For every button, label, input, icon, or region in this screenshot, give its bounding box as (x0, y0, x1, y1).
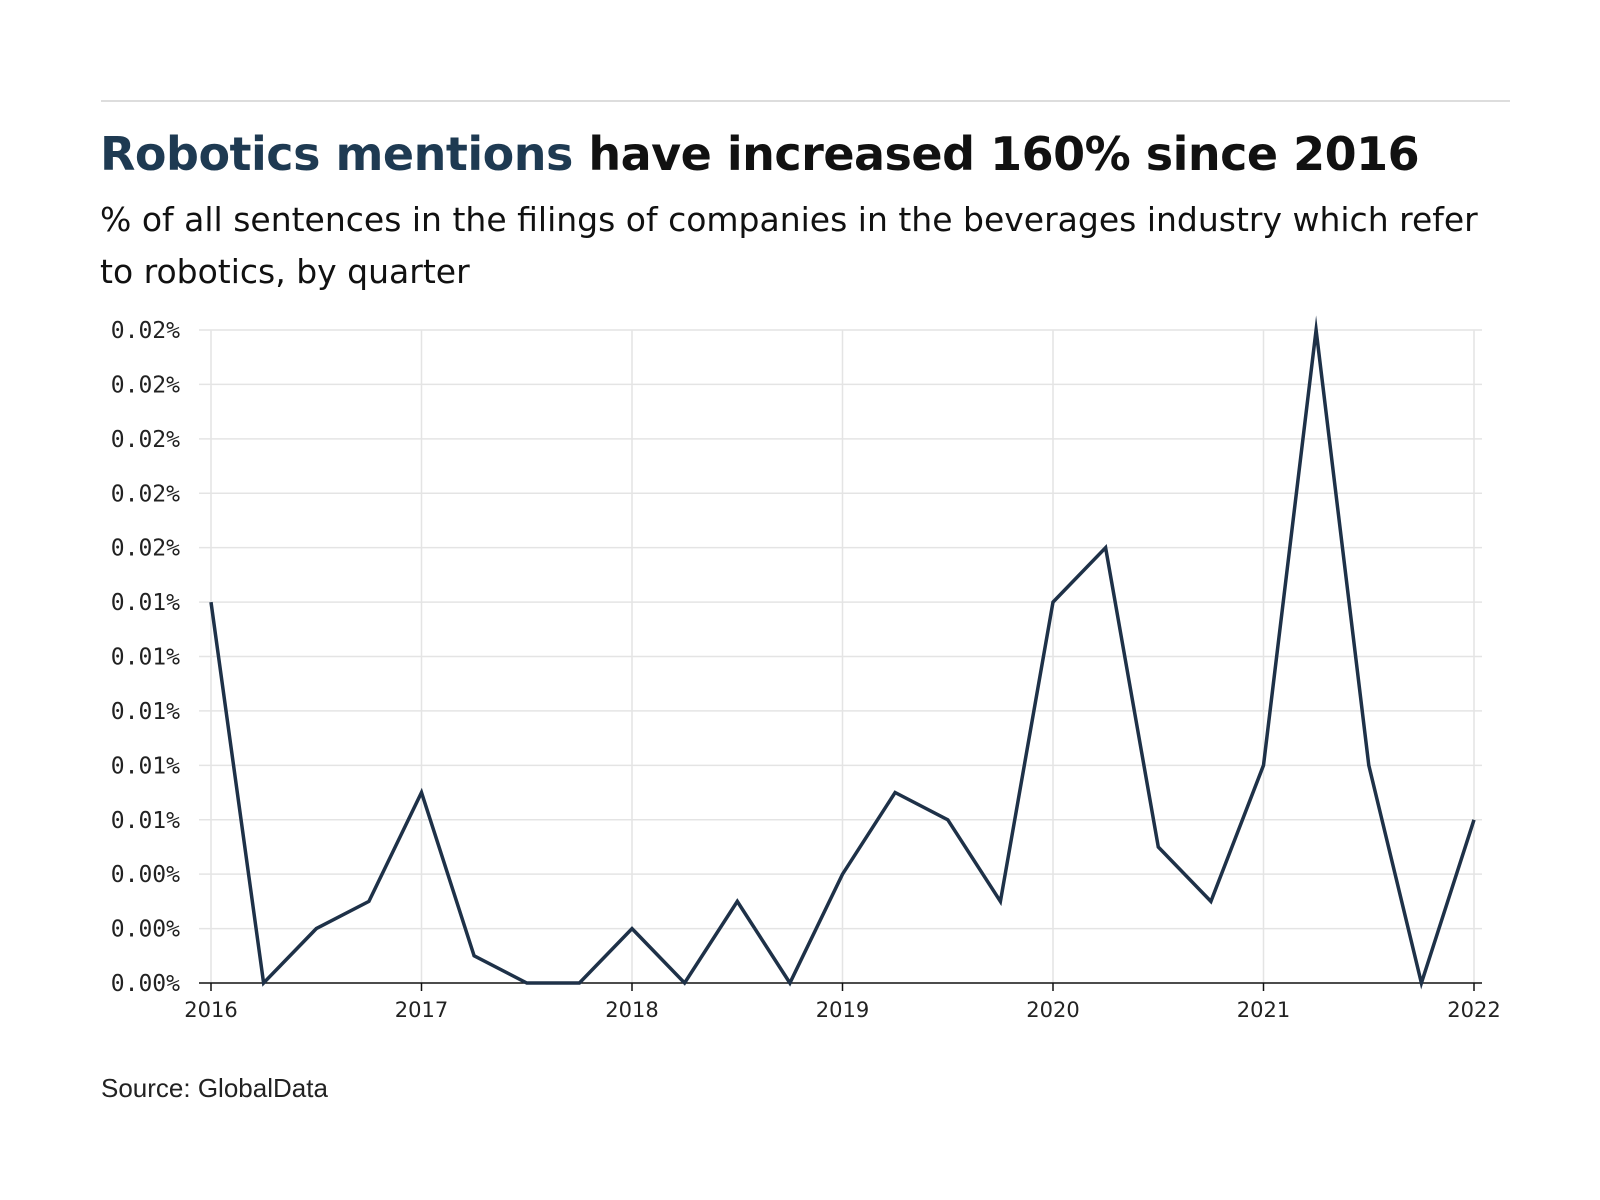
series-line (209, 315, 1476, 990)
x-tick-label: 2017 (395, 998, 448, 1022)
x-tick-label: 2016 (184, 998, 237, 1022)
x-tick-label: 2022 (1447, 998, 1500, 1022)
axis-layer (199, 982, 1482, 991)
y-tick-label: 0.02% (111, 536, 180, 562)
source-note: Source: GlobalData (101, 1073, 328, 1103)
y-tick-label: 0.00% (111, 917, 180, 943)
chart-title: Robotics mentions have increased 160% si… (100, 124, 1420, 184)
y-tick-label: 0.01% (111, 753, 180, 779)
y-tick-label: 0.02% (111, 372, 180, 398)
chart-subtitle: % of all sentences in the filings of com… (100, 200, 1478, 291)
y-tick-label: 0.01% (111, 590, 180, 616)
chart-title-highlight: Robotics mentions (100, 127, 573, 181)
series-layer (209, 315, 1476, 990)
grid-layer (199, 329, 1482, 983)
y-tick-label: 0.00% (111, 862, 180, 888)
y-tick-label: 0.01% (111, 699, 180, 725)
chart-title-rest: have increased 160% since 2016 (572, 127, 1420, 181)
y-tick-label: 0.00% (111, 971, 180, 997)
y-tick-label: 0.01% (111, 645, 180, 671)
x-tick-label: 2021 (1237, 998, 1290, 1022)
top-divider (101, 100, 1510, 102)
x-tick-label: 2020 (1026, 998, 1079, 1022)
y-tick-label: 0.01% (111, 808, 180, 834)
x-tick-label: 2018 (605, 998, 658, 1022)
y-tick-label: 0.02% (111, 318, 180, 344)
tick-label-layer: 0.00% 0.00% 0.00% 0.01% 0.01% 0.01% 0.01% 0.01%… (111, 318, 1501, 1022)
y-tick-label: 0.02% (111, 427, 180, 453)
x-tick-label: 2019 (816, 998, 869, 1022)
y-tick-label: 0.02% (111, 481, 180, 507)
